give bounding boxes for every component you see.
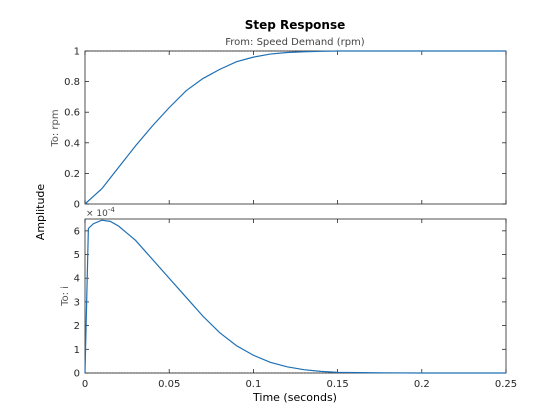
chart-title: Step Response	[245, 18, 345, 32]
top-y-tick-label: 0.2	[64, 169, 80, 180]
bottom-x-ticks: 0 0.05 0.1 0.15 0.2 0.25	[82, 219, 517, 390]
top-axes-box	[84, 50, 507, 205]
bottom-y-tick-label: 5	[74, 250, 80, 261]
top-axes: 0 0.2 0.4 0.6 0.8 1 To: rpm	[50, 47, 507, 211]
bottom-axis-multiplier: × 10-4	[86, 206, 115, 219]
bottom-y-tick-label: 6	[74, 226, 80, 237]
x-tick-label: 0.1	[245, 379, 261, 390]
x-tick-label: 0	[82, 379, 88, 390]
bottom-axis-ylabel: To: i	[60, 286, 71, 307]
amplitude-ylabel: Amplitude	[34, 184, 47, 241]
top-y-tick-label: 0.6	[64, 108, 80, 119]
top-y-tick-label: 0.4	[64, 138, 80, 149]
x-tick-label: 0.05	[158, 379, 180, 390]
x-tick-label: 0.2	[414, 379, 430, 390]
top-axis-ylabel: To: rpm	[50, 109, 61, 147]
top-x-ticks	[84, 51, 507, 204]
bottom-y-tick-label: 2	[74, 321, 80, 332]
bottom-y-ticks: 0 1 2 3 4 5 6	[74, 226, 506, 380]
top-y-tick-label: 0.8	[64, 77, 80, 88]
top-y-ticks: 0 0.2 0.4 0.6 0.8 1	[64, 47, 506, 211]
top-series-line	[84, 50, 506, 205]
bottom-axes-box	[84, 218, 507, 374]
top-y-tick-label: 1	[74, 47, 80, 58]
bottom-y-tick-label: 0	[74, 369, 80, 380]
chart-subtitle: From: Speed Demand (rpm)	[225, 37, 365, 48]
x-tick-label: 0.25	[495, 379, 517, 390]
chart-xlabel: Time (seconds)	[252, 391, 337, 404]
top-y-tick-label: 0	[74, 200, 80, 211]
x-tick-label: 0.15	[326, 379, 348, 390]
bottom-y-tick-label: 1	[74, 345, 80, 356]
bottom-series-line	[84, 219, 506, 374]
bottom-y-tick-label: 4	[74, 274, 80, 285]
bottom-axes: 0 1 2 3 4 5 6 0 0.05 0.1 0.15 0.2 0.25 To: i × 10-4	[60, 206, 517, 390]
bottom-y-tick-label: 3	[74, 297, 80, 308]
